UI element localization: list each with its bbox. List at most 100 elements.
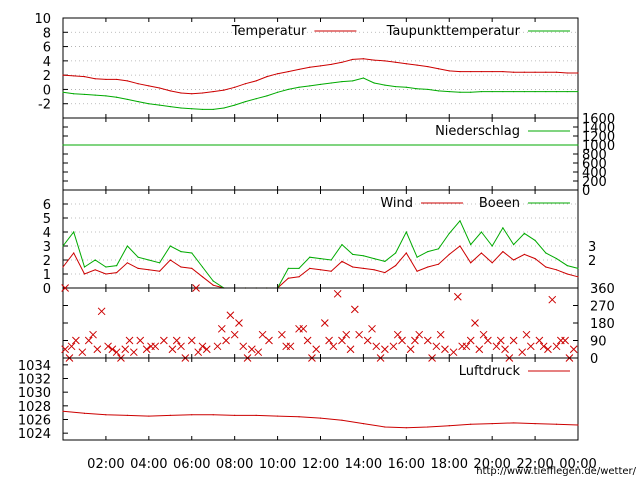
data-point (491, 262, 493, 264)
data-point (62, 91, 64, 93)
data-point (534, 71, 536, 73)
data-point (137, 100, 139, 103)
data-point (169, 259, 171, 261)
data-point (234, 104, 236, 106)
data-point (309, 267, 311, 269)
scatter-marker (423, 336, 432, 345)
data-point (534, 258, 536, 260)
scatter-marker (535, 336, 544, 345)
data-point (62, 410, 64, 412)
scatter-marker (346, 345, 355, 354)
x-tick-label: 22:00 (516, 457, 553, 472)
data-point (105, 95, 107, 97)
data-point (395, 252, 397, 254)
scatter-marker (350, 305, 359, 314)
data-point (201, 266, 204, 268)
scatter-marker (217, 324, 226, 333)
x-tick-label: 14:00 (345, 457, 382, 472)
data-point (255, 414, 257, 416)
scatter-marker (147, 342, 155, 351)
y-tick-label: 10 (34, 12, 51, 27)
y-tick-label: 1026 (18, 414, 51, 429)
data-point (116, 272, 118, 274)
data-point (330, 82, 332, 84)
data-point (330, 259, 332, 261)
data-point (180, 107, 182, 109)
y-tick-label: 6 (43, 41, 51, 56)
scatter-point (67, 342, 76, 351)
scatter-point (350, 305, 359, 314)
scatter-marker (522, 330, 531, 339)
data-point (395, 85, 397, 88)
data-point (384, 272, 386, 274)
data-point (448, 90, 450, 93)
data-point (169, 90, 171, 92)
scatter-point (160, 336, 168, 345)
scatter-point (569, 345, 578, 354)
scatter-marker (389, 342, 398, 351)
scatter-point (441, 345, 449, 354)
scatter-marker (299, 324, 308, 333)
scatter-point (78, 348, 87, 357)
y-tick-label: 1034 (18, 359, 51, 374)
data-point (137, 256, 139, 258)
data-point (555, 71, 558, 73)
data-point (577, 72, 579, 74)
y-tick-label: 4 (43, 226, 51, 241)
scatter-point (398, 336, 406, 345)
data-point (427, 88, 429, 91)
scatter-marker (569, 345, 578, 354)
data-point (319, 258, 322, 260)
y-tick-label-right: 270 (590, 300, 615, 315)
y-tick-label-right: 1600 (582, 112, 615, 127)
scatter-marker (552, 342, 561, 351)
scatter-marker (97, 307, 106, 316)
data-point (212, 108, 214, 111)
y-tick-label: 1 (43, 268, 51, 283)
y-tick-label: -2 (38, 98, 51, 113)
data-point (437, 248, 440, 250)
data-point (223, 89, 225, 91)
y-tick-label: 5 (43, 212, 51, 227)
data-point (470, 262, 472, 264)
data-point (405, 63, 407, 65)
data-point (126, 98, 128, 101)
data-point (491, 423, 493, 425)
data-point (577, 267, 579, 269)
data-point (513, 244, 515, 246)
data-point (126, 414, 128, 416)
data-point (83, 412, 86, 414)
y-tick-label: 0 (43, 83, 51, 98)
scatter-marker (518, 348, 527, 357)
data-point (137, 83, 139, 85)
data-point (416, 64, 418, 66)
scatter-marker (112, 348, 121, 357)
data-point (352, 253, 354, 255)
data-point (201, 92, 204, 94)
data-point (255, 98, 257, 100)
data-point (180, 92, 182, 94)
scatter-point (381, 345, 389, 354)
scatter-point (346, 345, 355, 354)
data-point (94, 269, 96, 271)
scatter-point (97, 307, 106, 316)
scatter-point (136, 336, 145, 345)
scatter-marker (121, 345, 130, 354)
data-point (352, 266, 354, 268)
data-point (373, 269, 375, 271)
series-line-temperatur (62, 58, 578, 95)
scatter-marker (235, 319, 243, 327)
y-tick-label-right: 400 (582, 166, 607, 181)
legend-label: Wind (380, 196, 413, 211)
scatter-marker (479, 330, 488, 339)
scatter-point (312, 345, 321, 354)
y-tick-label: 1028 (18, 400, 51, 415)
data-point (191, 414, 193, 416)
y-tick-label-right: 1400 (582, 121, 615, 136)
scatter-marker (187, 336, 196, 345)
data-point (416, 270, 418, 272)
data-point (341, 419, 343, 421)
scatter-marker (548, 295, 557, 304)
data-point (212, 280, 214, 282)
